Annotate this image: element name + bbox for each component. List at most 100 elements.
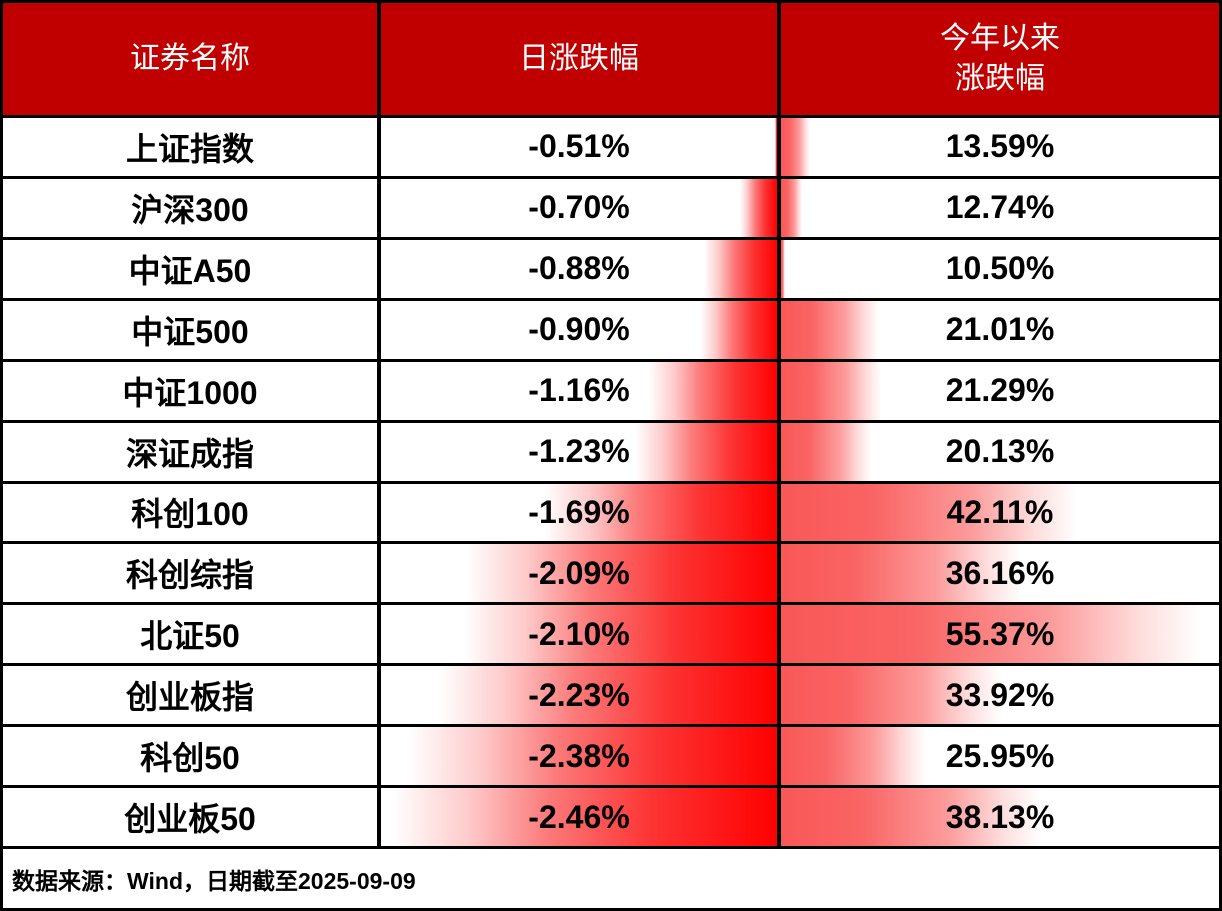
ytd-change-cell: 13.59% <box>777 118 1219 176</box>
ytd-change-databar <box>781 300 884 359</box>
table-row: 北证50 -2.10% 55.37% <box>3 602 1219 664</box>
index-name: 中证A50 <box>128 252 252 289</box>
ytd-change-cell: 38.13% <box>777 788 1219 847</box>
ytd-change-value: 20.13% <box>945 433 1055 470</box>
daily-change-databar <box>397 727 777 786</box>
ytd-change-cell: 21.01% <box>777 300 1219 359</box>
daily-change-cell: -1.23% <box>377 422 777 481</box>
index-name: 北证50 <box>140 618 240 655</box>
daily-change-value: -2.23% <box>528 676 630 713</box>
ytd-change-cell: 42.11% <box>777 483 1219 542</box>
ytd-change-value: 33.92% <box>945 676 1055 713</box>
ytd-change-databar <box>781 605 1219 664</box>
daily-change-databar <box>454 605 777 664</box>
ytd-change-databar <box>781 788 1051 847</box>
ytd-change-databar <box>781 361 887 420</box>
ytd-change-value: 12.74% <box>945 189 1055 226</box>
index-name: 科创100 <box>131 496 249 533</box>
ytd-change-databar <box>781 544 1032 603</box>
table-row: 中证500 -0.90% 21.01% <box>3 297 1219 359</box>
daily-change-value: -1.69% <box>528 493 630 530</box>
ytd-change-databar <box>781 666 1010 725</box>
header-ytd-line2: 涨跌幅 <box>955 62 1045 95</box>
ytd-change-cell: 20.13% <box>777 422 1219 481</box>
daily-change-value: -2.38% <box>528 737 630 774</box>
ytd-change-value: 21.29% <box>945 372 1055 409</box>
index-name: 上证指数 <box>125 130 254 167</box>
ytd-change-databar <box>781 422 876 481</box>
ytd-change-databar <box>781 118 812 176</box>
daily-change-databar <box>775 118 777 176</box>
header-daily-change: 日涨跌幅 <box>377 3 777 115</box>
daily-change-databar <box>630 422 777 481</box>
ytd-change-value: 55.37% <box>945 615 1055 652</box>
ytd-change-value: 42.11% <box>946 493 1054 530</box>
table-row: 科创综指 -2.09% 36.16% <box>3 541 1219 603</box>
daily-change-databar <box>381 788 777 847</box>
daily-change-cell: -1.16% <box>377 361 777 420</box>
table-row: 上证指数 -0.51% 13.59% <box>3 115 1219 176</box>
ytd-change-value: 38.13% <box>945 798 1055 835</box>
table-header-row: 证券名称 日涨跌幅 今年以来 涨跌幅 <box>3 3 1219 115</box>
ytd-change-value: 36.16% <box>945 554 1055 591</box>
ytd-change-databar <box>781 727 932 786</box>
index-name: 科创50 <box>140 740 240 777</box>
source-footer: 数据来源：Wind，日期截至2025-09-09 <box>3 846 1219 908</box>
ytd-change-value: 21.01% <box>945 311 1055 348</box>
ytd-change-cell: 55.37% <box>777 605 1219 664</box>
ytd-change-cell: 12.74% <box>777 178 1219 237</box>
ytd-change-cell: 36.16% <box>777 544 1219 603</box>
daily-change-cell: -1.69% <box>377 483 777 542</box>
table-row: 创业板指 -2.23% 33.92% <box>3 663 1219 725</box>
ytd-change-databar <box>781 239 786 298</box>
index-name: 深证成指 <box>125 435 254 472</box>
daily-change-cell: -0.70% <box>377 178 777 237</box>
daily-change-cell: -2.46% <box>377 788 777 847</box>
table-body: 上证指数 -0.51% 13.59% 沪深300 -0.70% 12.74% 中… <box>3 115 1219 847</box>
table-row: 深证成指 -1.23% 20.13% <box>3 419 1219 481</box>
daily-change-value: -1.23% <box>528 433 630 470</box>
table-row: 科创50 -2.38% 25.95% <box>3 724 1219 786</box>
daily-change-value: -2.46% <box>528 798 630 835</box>
index-name: 沪深300 <box>131 191 249 228</box>
table-row: 中证A50 -0.88% 10.50% <box>3 236 1219 298</box>
daily-change-cell: -2.23% <box>377 666 777 725</box>
header-ytd-line1: 今年以来 <box>940 21 1060 55</box>
daily-change-value: -1.16% <box>528 372 630 409</box>
table-row: 沪深300 -0.70% 12.74% <box>3 175 1219 237</box>
ytd-change-value: 10.50% <box>945 250 1055 287</box>
daily-change-value: -0.90% <box>528 311 630 348</box>
ytd-change-cell: 25.95% <box>777 727 1219 786</box>
index-name: 创业板指 <box>125 679 254 716</box>
ytd-change-databar <box>781 178 803 237</box>
daily-change-cell: -2.38% <box>377 727 777 786</box>
source-note: 数据来源：Wind，日期截至2025-09-09 <box>12 867 416 894</box>
daily-change-databar <box>738 178 777 237</box>
header-ytd-change: 今年以来 涨跌幅 <box>777 3 1219 115</box>
daily-change-cell: -0.51% <box>377 118 777 176</box>
ytd-change-cell: 33.92% <box>777 666 1219 725</box>
daily-change-databar <box>697 300 777 359</box>
daily-change-value: -0.51% <box>528 128 630 165</box>
header-security-name: 证券名称 <box>130 41 250 75</box>
ytd-change-cell: 10.50% <box>777 239 1219 298</box>
daily-change-value: -2.09% <box>528 554 630 591</box>
daily-change-databar <box>645 361 777 420</box>
ytd-change-value: 13.59% <box>945 128 1055 165</box>
daily-change-databar <box>456 544 777 603</box>
daily-change-value: -0.70% <box>528 189 630 226</box>
ytd-change-value: 25.95% <box>945 737 1055 774</box>
daily-change-value: -0.88% <box>528 250 630 287</box>
ytd-change-databar <box>781 483 1090 542</box>
daily-change-databar <box>537 483 777 542</box>
index-name: 中证500 <box>131 313 249 350</box>
daily-change-cell: -0.88% <box>377 239 777 298</box>
daily-change-databar <box>427 666 777 725</box>
table-row: 科创100 -1.69% 42.11% <box>3 480 1219 542</box>
daily-change-cell: -2.10% <box>377 605 777 664</box>
ytd-change-cell: 21.29% <box>777 361 1219 420</box>
daily-change-databar <box>701 239 777 298</box>
table-row: 中证1000 -1.16% 21.29% <box>3 358 1219 420</box>
daily-change-cell: -0.90% <box>377 300 777 359</box>
daily-change-cell: -2.09% <box>377 544 777 603</box>
